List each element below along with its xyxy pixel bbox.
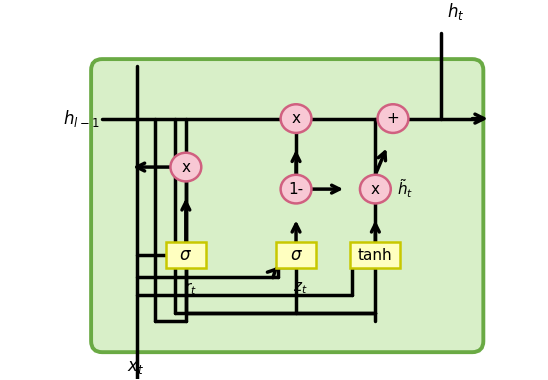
Ellipse shape [281,104,311,133]
FancyBboxPatch shape [91,59,483,352]
FancyBboxPatch shape [276,242,316,268]
Text: x: x [371,182,380,196]
Text: x: x [181,160,190,174]
Ellipse shape [170,153,201,181]
Text: $z_t$: $z_t$ [293,280,308,296]
FancyBboxPatch shape [351,242,400,268]
Ellipse shape [281,175,311,203]
Text: $r_t$: $r_t$ [184,280,197,297]
Text: x: x [292,111,300,126]
Text: +: + [387,111,399,126]
Text: 1-: 1- [288,182,304,196]
Text: $h_{l-1}$: $h_{l-1}$ [64,108,100,129]
FancyBboxPatch shape [166,242,206,268]
Text: $\tilde{h}_t$: $\tilde{h}_t$ [397,178,414,200]
Text: $\sigma$: $\sigma$ [289,246,302,264]
Text: tanh: tanh [358,248,393,263]
Ellipse shape [378,104,408,133]
Text: $h_t$: $h_t$ [447,1,464,22]
Ellipse shape [360,175,391,203]
Text: $x_t$: $x_t$ [127,358,144,377]
Text: $\sigma$: $\sigma$ [179,246,192,264]
